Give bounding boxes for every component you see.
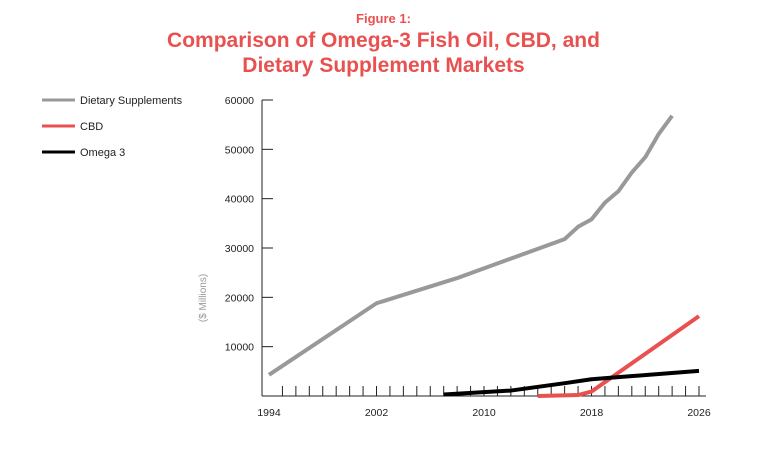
series-lines [267,114,701,398]
series-line-cbd [537,314,701,398]
y-tick-label: 50000 [225,144,254,156]
x-tick-label: 1994 [257,407,281,419]
x-tick-label: 2018 [580,407,604,419]
legend: Dietary Supplements CBD Omega 3 [42,95,183,159]
x-tick-label: 2002 [365,407,389,419]
y-tick-label: 40000 [225,194,254,206]
chart-title: Comparison of Omega-3 Fish Oil, CBD, and… [0,28,767,78]
series-line-dietary-supplements [267,114,674,377]
axes: 10000 20000 30000 40000 50000 60000 1994 2002 20… [198,95,711,419]
legend-label: CBD [80,121,103,133]
chart-title-line-2: Dietary Supplement Markets [242,54,525,77]
legend-label: Dietary Supplements [80,95,183,107]
y-tick-label: 60000 [225,95,254,107]
legend-label: Omega 3 [80,147,125,159]
series-line-omega-3 [443,368,700,397]
y-axis-label: ($ Millions) [198,274,209,322]
x-tick-label: 2010 [472,407,496,419]
y-tick-label: 30000 [225,243,254,255]
y-tick-label: 20000 [225,292,254,304]
y-tick-label: 10000 [225,342,254,354]
x-tick-label: 2026 [687,407,711,419]
chart-title-line-1: Comparison of Omega-3 Fish Oil, CBD, and [167,29,600,52]
figure-label: Figure 1: [356,11,411,26]
